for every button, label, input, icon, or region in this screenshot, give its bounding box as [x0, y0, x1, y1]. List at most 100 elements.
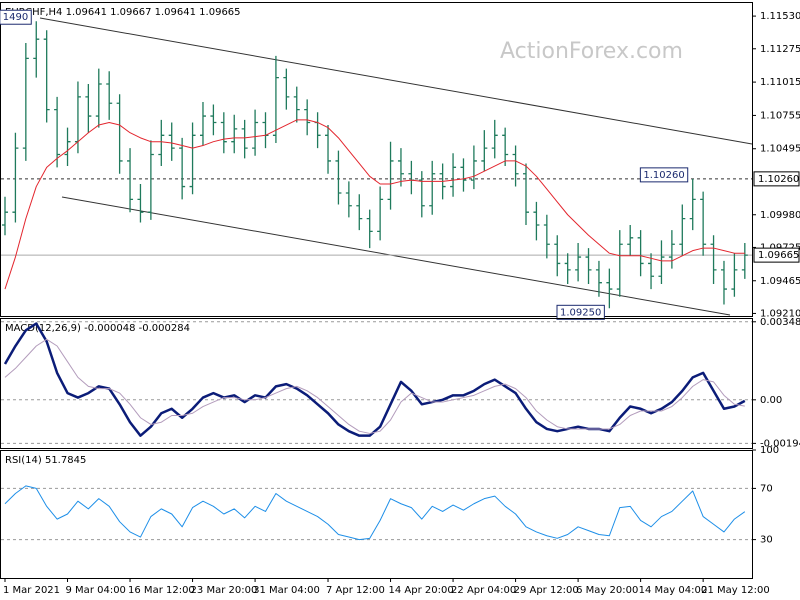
ohlc-bar — [387, 141, 394, 210]
ohlc-bar — [429, 160, 436, 215]
ohlc-bar — [679, 204, 686, 256]
ohlc-bar — [585, 248, 592, 284]
price-label-box — [753, 247, 800, 263]
ohlc-bar — [356, 194, 363, 231]
ohlc-bar — [648, 253, 655, 290]
ohlc-bar — [512, 145, 519, 187]
ohlc-bar — [147, 140, 154, 220]
channel-upper — [39, 17, 753, 145]
ohlc-bar — [179, 137, 186, 200]
ohlc-bar — [658, 240, 665, 284]
ohlc-bar — [220, 112, 227, 154]
annotation-box — [556, 304, 605, 320]
x-tick-label: 22 Apr 04:00 — [451, 585, 516, 596]
ohlc-bar — [720, 260, 727, 305]
ohlc-bar — [366, 209, 373, 249]
pane-title: MACD(12,26,9) -0.000048 -0.000284 — [5, 323, 190, 334]
ohlc-bar — [304, 99, 311, 136]
y-tick-label: 1.09465 — [760, 276, 800, 287]
ohlc-bar — [43, 30, 50, 123]
y-tick-label: 100 — [760, 445, 779, 456]
ohlc-bar — [575, 242, 582, 282]
price-label: 1.09665 — [758, 250, 799, 261]
ohlc-bar — [210, 104, 217, 136]
ohlc-bar — [241, 119, 248, 159]
pane-frame — [0, 318, 753, 449]
y-tick-label: 0.00 — [760, 395, 782, 406]
y-tick-label: 1.09210 — [760, 308, 800, 319]
y-tick-label: 1.11275 — [760, 44, 800, 55]
channel-lower — [61, 196, 731, 316]
ohlc-bar — [158, 119, 165, 167]
price-label-box — [753, 171, 800, 187]
x-tick-label: 7 Apr 12:00 — [326, 585, 385, 596]
ohlc-bar — [491, 119, 498, 159]
ohlc-bar — [616, 230, 623, 297]
annotation-label: 1.09250 — [560, 307, 601, 318]
ohlc-bar — [481, 130, 488, 172]
ohlc-bar — [450, 153, 457, 197]
ohlc-bar — [637, 230, 644, 277]
y-tick-label: 70 — [760, 483, 773, 494]
ohlc-bar — [2, 196, 8, 236]
ohlc-bar — [325, 125, 332, 174]
ohlc-bar — [418, 171, 425, 218]
ohlc-bar — [533, 201, 540, 241]
ohlc-bar — [606, 268, 613, 309]
ohlc-bar — [564, 253, 571, 284]
ohlc-bar — [199, 101, 206, 146]
annotation-box — [639, 167, 689, 183]
x-tick-label: 9 Mar 04:00 — [66, 585, 126, 596]
price-label: 1.10260 — [758, 174, 799, 185]
ohlc-bar — [345, 181, 352, 218]
ohlc-bar — [554, 235, 561, 277]
ohlc-bar — [95, 68, 102, 128]
x-tick-label: 1 Mar 2021 — [3, 585, 60, 596]
x-tick-label: 21 May 12:00 — [701, 585, 770, 596]
ohlc-bar — [741, 242, 748, 279]
ohlc-bar — [397, 148, 404, 187]
ohlc-bar — [33, 21, 40, 78]
ohlc-bar — [700, 191, 707, 256]
indicator-line — [4, 485, 746, 541]
ohlc-bar — [252, 109, 259, 156]
y-tick-label: 30 — [760, 535, 773, 546]
ohlc-bar — [627, 225, 634, 256]
pane-title: RSI(14) 51.7845 — [5, 455, 86, 466]
ohlc-bar — [502, 127, 509, 167]
y-tick-label: 0.003481 — [760, 317, 800, 328]
x-tick-label: 6 May 20:00 — [576, 585, 638, 596]
indicator-line — [4, 338, 745, 434]
pane-frame — [0, 450, 753, 579]
ohlc-bar — [85, 84, 92, 133]
ohlc-bar — [335, 150, 342, 205]
ohlc-bar — [127, 148, 134, 213]
y-tick-label: 1.10755 — [760, 110, 800, 121]
ohlc-bar — [731, 253, 738, 297]
ohlc-bar — [377, 186, 384, 241]
ohlc-bar — [137, 183, 144, 223]
ohlc-bar — [54, 96, 61, 168]
x-tick-label: 14 May 04:00 — [639, 585, 708, 596]
ohlc-bar — [22, 43, 29, 161]
ohlc-bar — [116, 94, 123, 174]
x-tick-label: 31 Mar 04:00 — [253, 585, 320, 596]
ohlc-bar — [64, 127, 71, 167]
x-tick-label: 23 Mar 20:00 — [191, 585, 258, 596]
y-tick-label: 1.11015 — [760, 77, 800, 88]
pane-title: EURCHF,H4 1.09641 1.09667 1.09641 1.0966… — [5, 7, 241, 18]
ohlc-bar — [668, 230, 675, 269]
x-tick-label: 14 Apr 20:00 — [389, 585, 454, 596]
annotation-box — [0, 9, 32, 25]
ohlc-bar — [231, 114, 238, 154]
ohlc-bar — [460, 158, 467, 192]
ohlc-bar — [595, 260, 602, 297]
watermark: ActionForex.com — [500, 39, 683, 64]
pane-frame — [0, 2, 753, 317]
ohlc-bar — [543, 214, 550, 259]
ohlc-bar — [106, 71, 113, 120]
ohlc-bar — [168, 122, 175, 161]
ohlc-bar — [283, 68, 290, 110]
